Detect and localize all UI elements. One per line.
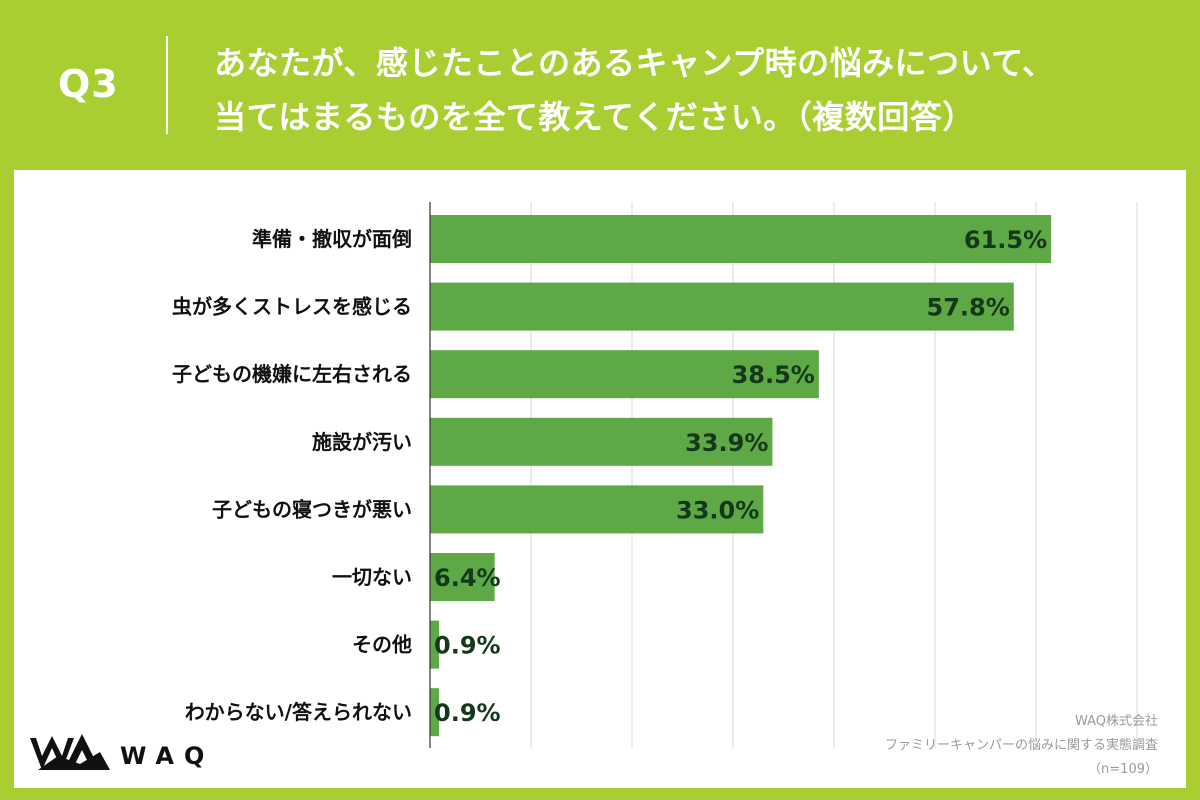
category-label: 子どもの寝つきが悪い xyxy=(212,497,412,521)
bars xyxy=(430,215,1052,737)
value-label: 0.9% xyxy=(434,632,501,660)
value-labels: 61.5% 57.8% 38.5% 33.9% 33.0% 6.4% 0.9% 0.9% xyxy=(434,226,1047,727)
value-label: 38.5% xyxy=(732,361,815,389)
credit-sample: （n=109） xyxy=(1088,762,1158,777)
question-number: Q3 xyxy=(58,62,119,106)
value-label: 0.9% xyxy=(434,699,501,727)
value-label: 57.8% xyxy=(927,294,1010,322)
waq-logo-mark xyxy=(30,734,110,770)
chart-panel: 準備・撤収が面倒虫が多くストレスを感じる 子どもの機嫌に左右される施設が汚い子ども… xyxy=(14,170,1186,788)
value-label: 61.5% xyxy=(964,226,1047,254)
credit-company: WAQ株式会社 xyxy=(1074,714,1158,729)
value-label: 33.0% xyxy=(676,496,759,524)
header-divider xyxy=(166,36,168,134)
category-label: わからない/答えられない xyxy=(185,700,412,724)
value-label: 6.4% xyxy=(434,564,501,592)
question-text-line-1: あなたが、感じたことのあるキャンプ時の悩みについて、 xyxy=(214,44,1055,82)
category-label: 子どもの機嫌に左右される xyxy=(172,362,412,386)
bar xyxy=(430,688,440,737)
bar-chart: 準備・撤収が面倒虫が多くストレスを感じる子どもの機嫌に左右される施設が汚い子ども… xyxy=(172,202,1138,748)
question-text-line-2: 当てはまるものを全て教えてください。（複数回答） xyxy=(214,98,975,136)
value-label: 33.9% xyxy=(685,429,768,457)
bar xyxy=(430,553,495,601)
waq-logo: WAQ xyxy=(24,726,224,782)
category-label: 虫が多くストレスを感じる xyxy=(172,295,412,319)
bar xyxy=(430,282,1014,331)
category-label: 準備・撤収が面倒 xyxy=(252,227,412,251)
bar xyxy=(430,417,773,466)
bar xyxy=(430,215,1052,263)
bar xyxy=(430,620,440,669)
credit-survey: ファミリーキャンパーの悩みに関する実態調査 xyxy=(884,738,1158,753)
category-label: 一切ない xyxy=(332,565,412,589)
category-label: その他 xyxy=(352,633,412,657)
category-label: 施設が汚い xyxy=(312,430,412,454)
waq-logo-text: WAQ xyxy=(120,742,214,770)
bar xyxy=(430,350,819,399)
question-header: Q3 あなたが、感じたことのあるキャンプ時の悩みについて、 当てはまるものを全て… xyxy=(0,0,1200,170)
bar xyxy=(430,485,764,534)
category-labels: 準備・撤収が面倒虫が多くストレスを感じる子どもの機嫌に左右される施設が汚い子ども… xyxy=(172,227,412,724)
